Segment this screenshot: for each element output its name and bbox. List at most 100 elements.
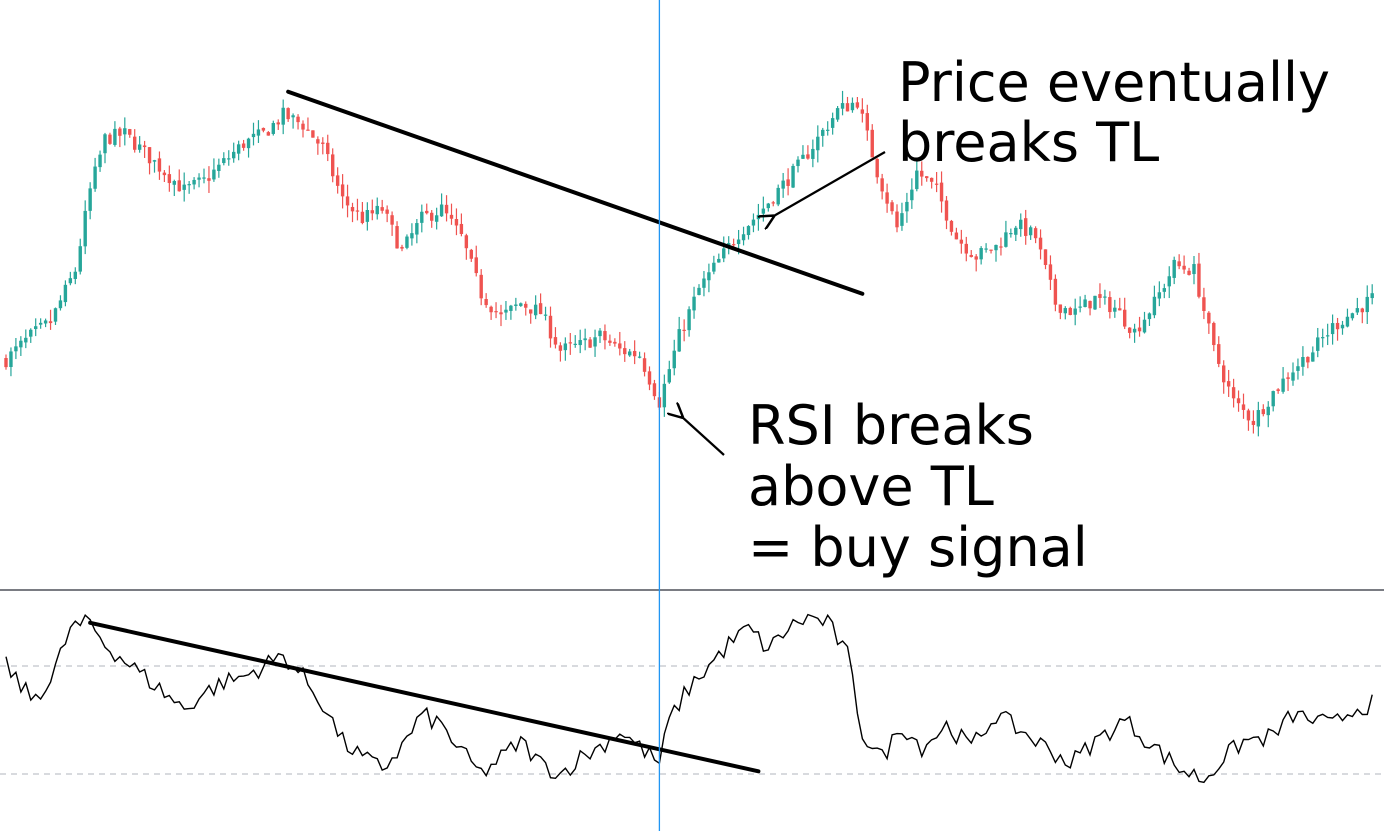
rsi-trendline: [88, 620, 761, 774]
candle-body: [588, 339, 592, 348]
candle-body: [434, 215, 439, 222]
candle-body: [1321, 337, 1325, 339]
candle-body: [944, 200, 949, 221]
candle-body: [38, 322, 43, 325]
candle-body: [360, 211, 365, 224]
candle-body: [499, 312, 503, 315]
candle-body: [662, 383, 667, 408]
candle-body: [415, 223, 419, 235]
candle-body: [276, 122, 280, 125]
candle-body: [811, 148, 815, 159]
candle-body: [519, 303, 523, 306]
candle-body: [187, 184, 191, 186]
candle-body: [821, 129, 825, 136]
candle-body: [880, 178, 884, 192]
candle-body: [301, 123, 305, 130]
candle-body: [400, 246, 404, 249]
candle-body: [1266, 406, 1270, 416]
candle-body: [984, 248, 988, 250]
candle-body: [227, 158, 231, 160]
candle-body: [885, 192, 889, 204]
candle-body: [915, 170, 919, 190]
candle-body: [251, 133, 256, 138]
candle-body: [741, 234, 746, 241]
candle-body: [494, 311, 498, 313]
candle-body: [281, 107, 285, 125]
candle-body: [1241, 404, 1246, 410]
candle-body: [449, 214, 454, 219]
candle-body: [1103, 296, 1107, 298]
candle-body: [172, 181, 176, 185]
candle-body: [623, 348, 627, 355]
candle-body: [652, 383, 657, 397]
candle-body: [1182, 265, 1186, 270]
candle-body: [558, 345, 563, 351]
candle-body: [1014, 227, 1018, 235]
candle-body: [781, 180, 785, 189]
candle-body: [1113, 307, 1117, 312]
candle-body: [603, 331, 607, 341]
rsi-break-label-line3: = buy signal: [748, 516, 1088, 579]
candle-body: [875, 158, 879, 178]
candle-body: [1202, 297, 1206, 311]
candle-body: [335, 175, 340, 186]
candle-body: [1330, 323, 1335, 335]
candle-body: [637, 356, 642, 358]
candle-body: [133, 136, 137, 150]
candle-body: [103, 134, 107, 154]
rsi-break-label-line2: above TL: [748, 455, 994, 518]
candle-body: [128, 129, 132, 135]
candle-body: [1296, 366, 1300, 371]
candle-body: [405, 236, 409, 248]
candle-body: [1142, 319, 1147, 333]
candle-body: [677, 329, 681, 352]
candle-body: [1167, 276, 1171, 287]
candle-body: [1217, 344, 1221, 364]
candle-body: [266, 132, 271, 136]
candle-body: [697, 287, 701, 295]
candle-body: [1137, 327, 1142, 332]
candle-body: [900, 213, 904, 226]
candle-body: [514, 304, 518, 306]
candle-body: [1291, 372, 1295, 381]
candle-body: [1236, 398, 1241, 404]
candle-body: [1355, 308, 1360, 313]
candle-body: [157, 158, 162, 172]
candle-body: [1038, 237, 1043, 250]
rsi-break-label-line1: RSI breaks: [748, 394, 1034, 457]
candle-body: [538, 303, 543, 315]
candle-body: [306, 129, 310, 131]
candle-body: [1276, 389, 1280, 391]
candle-body: [108, 134, 112, 144]
candle-body: [509, 305, 513, 311]
candle-body: [390, 215, 394, 225]
candle-body: [202, 177, 206, 179]
candle-body: [910, 189, 914, 201]
candle-body: [618, 343, 622, 349]
candle-body: [999, 246, 1003, 248]
candle-body: [850, 102, 855, 111]
candle-body: [756, 214, 761, 220]
candle-body: [113, 128, 117, 145]
candle-body: [1083, 299, 1087, 308]
candle-body: [1058, 304, 1063, 313]
candle-body: [1192, 264, 1196, 275]
candle-body: [949, 220, 954, 232]
candle-body: [751, 219, 756, 226]
candle-body: [1118, 308, 1122, 311]
candle-body: [316, 139, 320, 144]
candle-body: [192, 179, 196, 185]
candle-body: [286, 108, 290, 120]
candle-body: [969, 254, 973, 257]
candle-body: [929, 177, 934, 182]
candle-body: [806, 154, 810, 159]
candle-body: [311, 130, 315, 138]
candle-body: [1197, 263, 1201, 297]
candle-body: [167, 174, 172, 184]
candle-body: [1345, 316, 1350, 327]
candle-body: [1152, 296, 1157, 316]
candle-body: [1335, 322, 1340, 330]
candle-body: [246, 138, 251, 149]
candle-body: [979, 248, 983, 260]
candle-body: [840, 103, 845, 109]
